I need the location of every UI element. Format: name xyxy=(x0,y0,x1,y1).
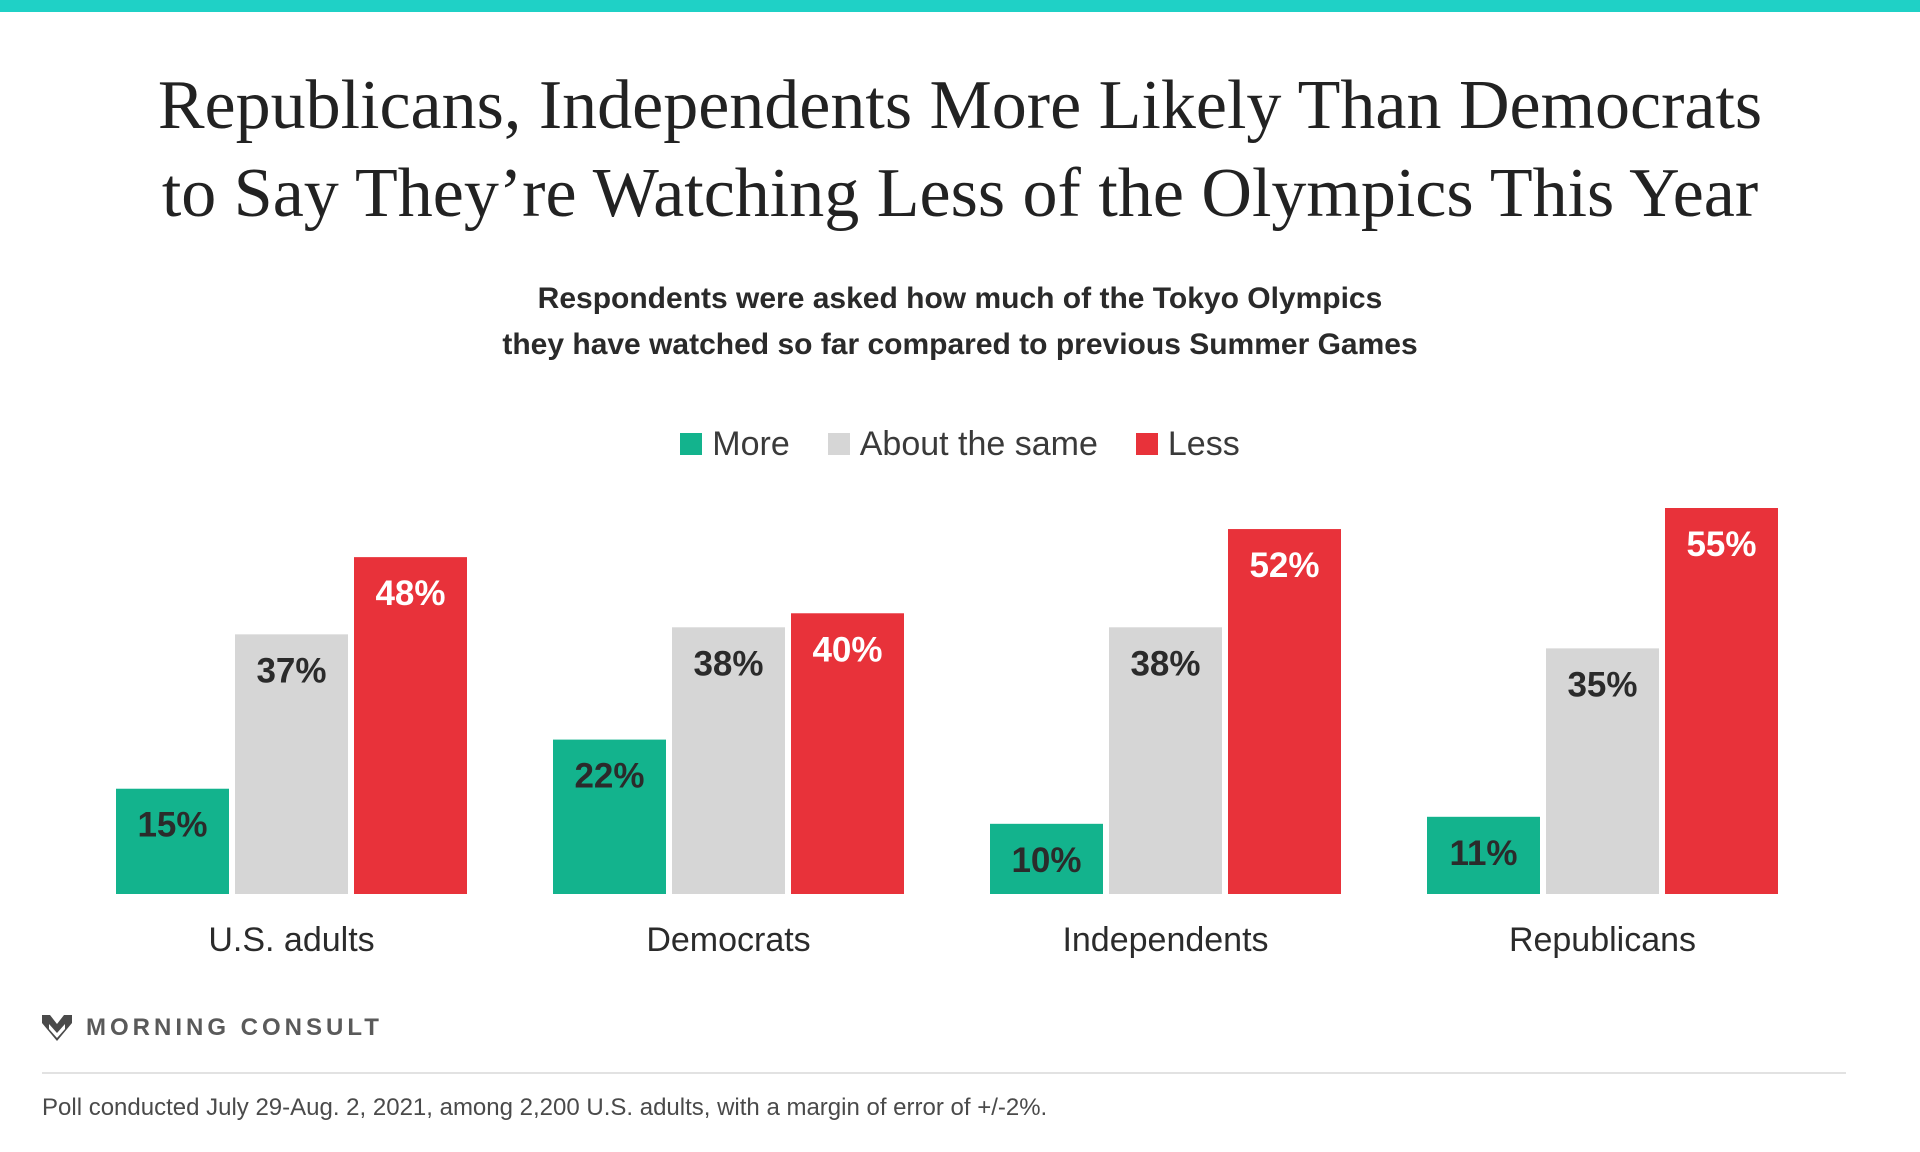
data-label-u-s-adults-less: 48% xyxy=(375,574,445,613)
bar-u-s-adults-more xyxy=(116,788,229,894)
bar-independents-more xyxy=(990,823,1103,894)
legend-swatch-about-the-same xyxy=(827,433,850,455)
data-label-republicans-less: 55% xyxy=(1686,525,1756,564)
bar-independents-about-the-same xyxy=(1109,627,1222,894)
legend-item-more: More xyxy=(680,424,790,464)
legend-swatch-more xyxy=(680,433,703,455)
morning-consult-m-icon xyxy=(42,1015,72,1041)
legend-swatch-less xyxy=(1135,433,1158,455)
category-label-republicans: Republicans xyxy=(1509,921,1696,959)
data-label-republicans-more: 11% xyxy=(1449,834,1517,873)
footnote: Poll conducted July 29-Aug. 2, 2021, amo… xyxy=(42,1094,1048,1121)
bar-democrats-less xyxy=(791,613,904,894)
legend-label-about-the-same: About the same xyxy=(859,424,1098,463)
chart-legend: More About the same Less xyxy=(0,420,1920,468)
morning-consult-logo: MORNING CONSULT xyxy=(42,1014,383,1042)
bar-independents-less xyxy=(1228,529,1341,894)
bar-u-s-adults-less xyxy=(354,557,467,894)
data-label-democrats-about-the-same: 38% xyxy=(693,644,763,683)
bar-democrats-about-the-same xyxy=(672,627,785,894)
bar-republicans-about-the-same xyxy=(1546,648,1659,894)
footer-divider xyxy=(42,1072,1846,1074)
top-accent-bar xyxy=(0,0,1920,12)
data-label-democrats-more: 22% xyxy=(574,757,644,796)
category-label-independents: Independents xyxy=(1062,921,1268,959)
bar-republicans-less xyxy=(1665,508,1778,894)
data-label-democrats-less: 40% xyxy=(812,630,882,669)
data-label-republicans-about-the-same: 35% xyxy=(1567,665,1637,704)
legend-item-less: Less xyxy=(1135,424,1240,464)
logo-text: MORNING CONSULT xyxy=(86,1014,383,1041)
chart-subtitle: Respondents were asked how much of the T… xyxy=(260,276,1660,368)
chart-title-line-1: Republicans, Independents More Likely Th… xyxy=(157,67,1763,144)
legend-label-less: Less xyxy=(1167,424,1240,463)
data-label-u-s-adults-about-the-same: 37% xyxy=(256,651,326,690)
data-label-u-s-adults-more: 15% xyxy=(137,806,207,845)
chart-title: Republicans, Independents More Likely Th… xyxy=(60,62,1860,238)
legend-item-about-the-same: About the same xyxy=(827,424,1098,464)
legend-label-more: More xyxy=(712,424,790,463)
data-label-independents-more: 10% xyxy=(1011,841,1081,880)
chart-subtitle-line-2: they have watched so far compared to pre… xyxy=(502,328,1418,361)
data-label-independents-about-the-same: 38% xyxy=(1130,644,1200,683)
bar-u-s-adults-about-the-same xyxy=(235,634,348,894)
category-label-democrats: Democrats xyxy=(646,921,810,959)
bar-democrats-more xyxy=(553,739,666,894)
data-label-independents-less: 52% xyxy=(1249,546,1319,585)
bar-republicans-more xyxy=(1427,816,1540,894)
category-label-u-s-adults: U.S. adults xyxy=(208,921,374,959)
bar-chart: 15% 37% 48% U.S. adults 22% 38% 40% Democrats 10… xyxy=(116,508,1778,959)
chart-subtitle-line-1: Respondents were asked how much of the T… xyxy=(537,282,1383,315)
chart-title-line-2: to Say They’re Watching Less of the Olym… xyxy=(161,155,1759,232)
